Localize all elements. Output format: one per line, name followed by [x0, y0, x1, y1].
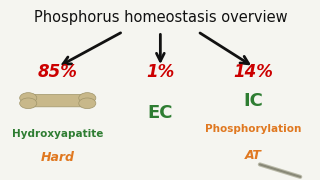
Text: Hard: Hard	[41, 151, 75, 164]
Text: Hydroxyapatite: Hydroxyapatite	[12, 129, 103, 139]
Text: 1%: 1%	[146, 63, 174, 81]
Ellipse shape	[79, 93, 96, 103]
Text: AT: AT	[245, 149, 262, 162]
Text: EC: EC	[148, 104, 173, 122]
Ellipse shape	[20, 93, 37, 103]
FancyBboxPatch shape	[25, 94, 91, 107]
Ellipse shape	[79, 98, 96, 109]
Text: 14%: 14%	[234, 63, 274, 81]
Text: IC: IC	[244, 92, 264, 110]
Text: Phosphorylation: Phosphorylation	[205, 124, 302, 134]
Text: 85%: 85%	[38, 63, 78, 81]
Text: Phosphorus homeostasis overview: Phosphorus homeostasis overview	[34, 10, 287, 25]
Ellipse shape	[20, 98, 37, 109]
